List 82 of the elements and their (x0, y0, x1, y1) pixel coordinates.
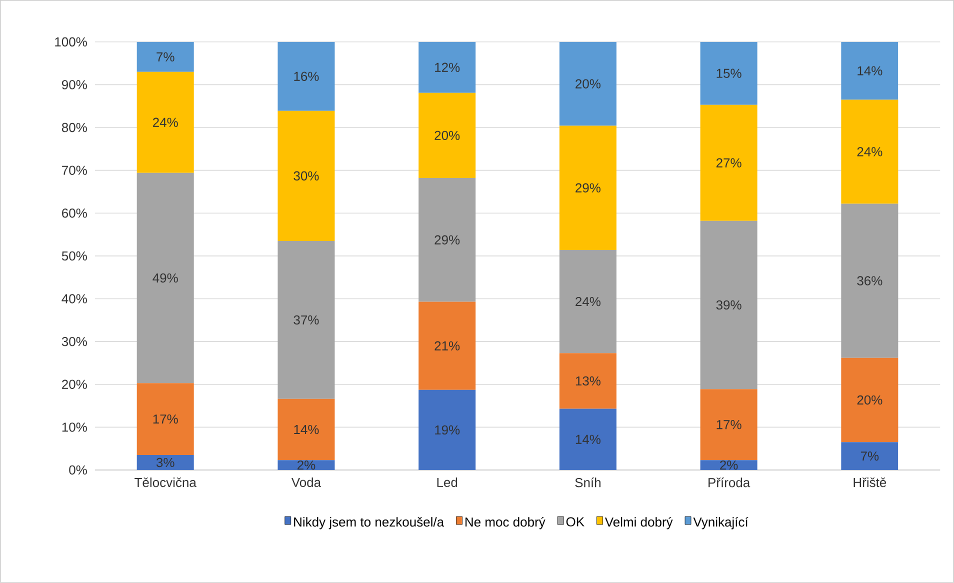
bar (278, 42, 335, 111)
bar (278, 398, 335, 460)
data-label: 27% (716, 158, 742, 168)
data-label: 16% (294, 72, 319, 81)
bar (700, 42, 758, 105)
bar (700, 220, 758, 390)
data-label: 21% (434, 341, 460, 350)
bar (418, 390, 476, 470)
bar (418, 302, 476, 390)
legend-label: OK (566, 517, 584, 526)
x-tick-label: Hřiště (854, 478, 886, 488)
data-label: 20% (576, 79, 600, 88)
data-label: 17% (716, 420, 742, 430)
x-tick-label: Sníh (575, 478, 600, 488)
x-tick-label: Tělocvična (134, 478, 196, 488)
data-label: 2% (297, 460, 316, 470)
bar (418, 42, 476, 93)
data-label: 19% (435, 425, 460, 435)
data-label: 20% (434, 130, 460, 140)
bar (841, 358, 898, 442)
data-label: 39% (716, 300, 742, 310)
x-tick-label: Led (437, 478, 458, 488)
bar (136, 72, 194, 173)
bar (136, 455, 194, 470)
data-label: 37% (294, 315, 319, 325)
data-label: 36% (857, 276, 882, 286)
bar (559, 408, 616, 470)
data-label: 15% (716, 68, 742, 78)
legend-label: Velmi dobrý (604, 517, 673, 530)
legend-label: Nikdy jsem to nezkoušel/a (294, 517, 444, 530)
data-label: 14% (576, 434, 600, 444)
legend-label: Vynikající (693, 517, 748, 530)
bar (559, 126, 616, 250)
data-label: 20% (857, 395, 882, 405)
bar (841, 442, 898, 470)
bar (559, 42, 616, 126)
bar (278, 241, 335, 399)
bar (841, 100, 898, 204)
bar (700, 104, 758, 221)
data-label: 17% (153, 414, 178, 424)
data-label: 29% (576, 183, 600, 193)
data-label: 30% (294, 171, 319, 181)
data-label: 14% (294, 425, 319, 434)
bar (418, 178, 476, 302)
y-tick-label: 90% (62, 80, 87, 90)
data-label: 24% (576, 296, 600, 306)
bar (559, 353, 616, 409)
bar (841, 42, 898, 100)
bar (136, 172, 194, 384)
data-label: 3% (156, 458, 174, 468)
y-tick-label: 0% (69, 465, 87, 475)
bar (700, 460, 758, 470)
data-label: 49% (152, 273, 178, 283)
bar (841, 204, 898, 358)
data-label: 2% (720, 460, 738, 470)
y-tick-label: 100% (55, 37, 87, 47)
legend-label: Ne moc dobrý (466, 517, 546, 530)
y-tick-label: 50% (62, 251, 87, 261)
data-label: 24% (153, 118, 178, 127)
bar (278, 110, 335, 241)
bar (278, 460, 335, 470)
y-tick-label: 10% (62, 422, 87, 432)
y-tick-label: 80% (62, 122, 87, 132)
y-tick-label: 20% (62, 380, 87, 390)
bar (700, 389, 758, 460)
data-label: 14% (858, 66, 882, 76)
data-label: 12% (435, 62, 460, 72)
data-label: 7% (860, 452, 879, 461)
y-tick-label: 30% (62, 337, 87, 346)
x-tick-label: Voda (291, 478, 322, 488)
bar (559, 250, 616, 354)
y-tick-label: 70% (62, 166, 87, 175)
bar (418, 92, 476, 178)
x-tick-label: Příroda (708, 478, 750, 488)
y-tick-label: 60% (62, 208, 87, 218)
bar (136, 42, 194, 72)
data-label: 7% (156, 52, 174, 62)
data-label: 13% (576, 376, 600, 386)
y-tick-label: 40% (62, 294, 87, 304)
data-label: 29% (434, 235, 460, 245)
data-label: 24% (857, 147, 882, 156)
bar (136, 383, 194, 456)
